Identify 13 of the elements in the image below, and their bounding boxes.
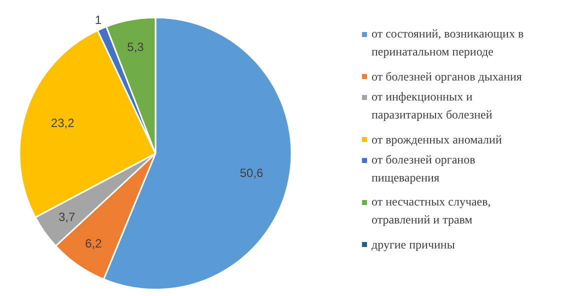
legend-label: от состояний, возникающих в перинатальном периоде — [372, 26, 524, 59]
legend-label: от болезней органов пищеварения — [372, 152, 476, 185]
data-label: 6,2 — [85, 236, 102, 250]
legend-label: другие причины — [372, 238, 455, 252]
data-label: 50,6 — [240, 166, 264, 180]
legend-label: от болезней органов дыхания — [372, 70, 522, 84]
data-label: 5,3 — [127, 40, 144, 54]
legend-label: от инфекционных и паразитарных болезней — [372, 89, 493, 122]
legend-label: от врожденных аномалий — [372, 132, 502, 146]
data-label: 3,7 — [58, 210, 76, 224]
legend-label: от несчастных случаев, отравлений и травм — [372, 194, 491, 227]
data-label: 23,2 — [50, 116, 75, 130]
data-label: 1 — [94, 13, 102, 28]
